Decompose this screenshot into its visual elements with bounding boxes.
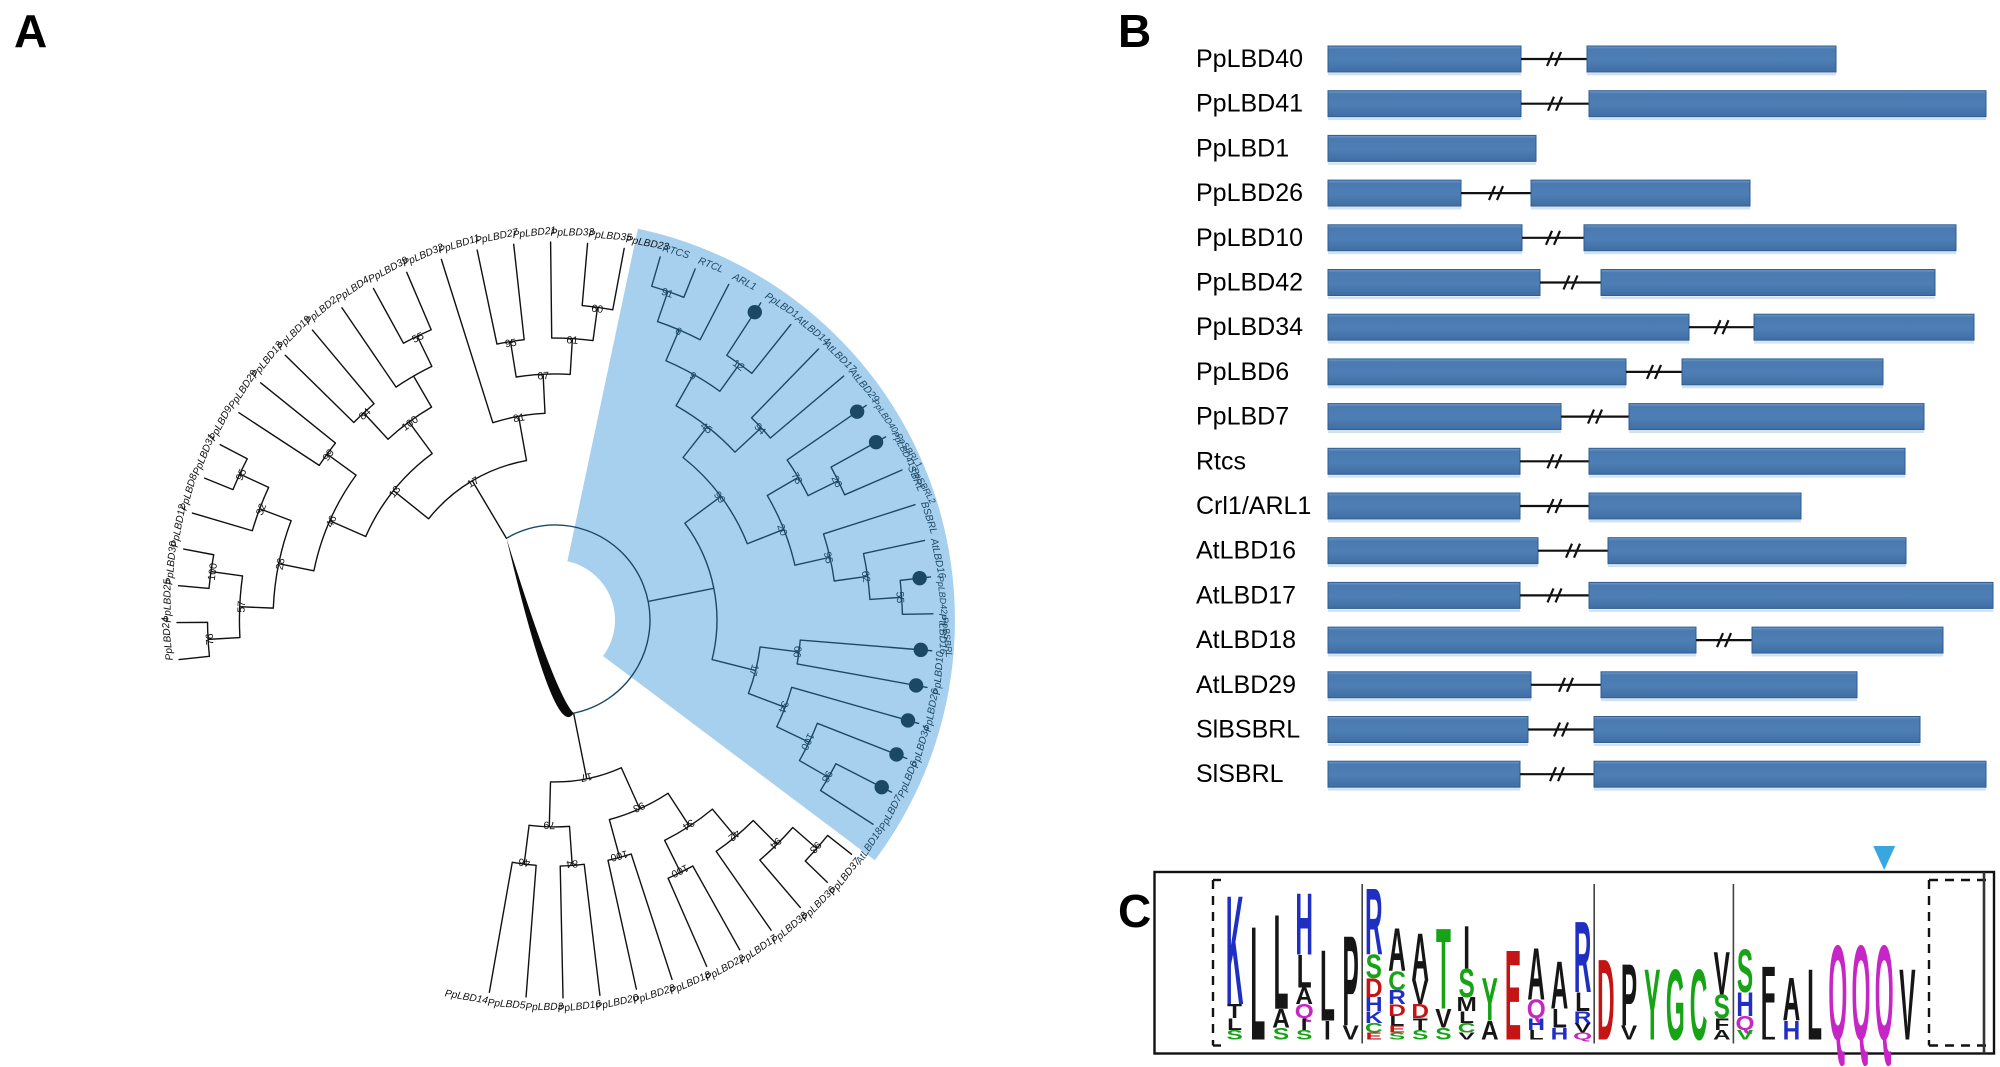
svg-text:D: D bbox=[1597, 936, 1615, 1065]
svg-text:PpLBD9: PpLBD9 bbox=[207, 404, 235, 443]
svg-text:V: V bbox=[1737, 1028, 1754, 1043]
svg-text:S: S bbox=[1273, 1025, 1289, 1044]
svg-text:100: 100 bbox=[206, 562, 220, 581]
svg-text:Y: Y bbox=[1644, 947, 1660, 1061]
svg-text:PpLBD3: PpLBD3 bbox=[525, 1002, 564, 1014]
svg-text:95: 95 bbox=[234, 467, 250, 483]
svg-text:PpLBD5: PpLBD5 bbox=[487, 998, 526, 1012]
svg-text:L: L bbox=[1761, 1019, 1776, 1046]
svg-text:AtLBD29: AtLBD29 bbox=[1196, 671, 1296, 699]
svg-text:46: 46 bbox=[518, 855, 531, 868]
svg-text:93: 93 bbox=[631, 799, 647, 815]
svg-text:S: S bbox=[1296, 1028, 1312, 1043]
svg-text:SlBSBRL: SlBSBRL bbox=[1196, 716, 1300, 744]
svg-text:I: I bbox=[1324, 1016, 1331, 1045]
svg-text:17: 17 bbox=[579, 770, 593, 784]
svg-text:H: H bbox=[1783, 1016, 1801, 1045]
svg-text:66: 66 bbox=[790, 645, 803, 658]
svg-text:76: 76 bbox=[204, 633, 217, 645]
svg-text:PpLBD1: PpLBD1 bbox=[1196, 134, 1289, 162]
svg-text:28: 28 bbox=[274, 557, 288, 571]
svg-text:100: 100 bbox=[609, 847, 629, 863]
svg-text:57: 57 bbox=[235, 601, 247, 613]
svg-text:L: L bbox=[1529, 1028, 1544, 1043]
svg-text:E: E bbox=[1505, 923, 1521, 1067]
svg-text:V: V bbox=[1458, 1030, 1475, 1041]
svg-text:95: 95 bbox=[504, 337, 518, 351]
svg-text:PpLBD10: PpLBD10 bbox=[1196, 224, 1303, 252]
svg-text:PpLBD41: PpLBD41 bbox=[1196, 90, 1303, 118]
svg-text:V: V bbox=[1621, 1021, 1637, 1044]
svg-text:PpLBD7: PpLBD7 bbox=[1196, 403, 1289, 431]
svg-text:S: S bbox=[1412, 1028, 1428, 1043]
svg-text:AtLBD16: AtLBD16 bbox=[1196, 537, 1296, 565]
svg-text:V: V bbox=[1899, 947, 1915, 1061]
svg-text:PpLBD8: PpLBD8 bbox=[179, 472, 200, 512]
svg-text:Q: Q bbox=[1875, 917, 1894, 1067]
svg-text:L: L bbox=[1250, 893, 1265, 1067]
svg-text:Rtcs: Rtcs bbox=[1196, 447, 1246, 475]
svg-text:PpLBD42: PpLBD42 bbox=[1196, 269, 1303, 297]
svg-text:PpLBD14: PpLBD14 bbox=[444, 988, 489, 1006]
svg-text:Crl1/ARL1: Crl1/ARL1 bbox=[1196, 492, 1311, 520]
svg-text:Q: Q bbox=[1828, 917, 1847, 1067]
svg-text:C: C bbox=[1690, 947, 1708, 1061]
svg-text:62: 62 bbox=[859, 570, 873, 583]
svg-text:61: 61 bbox=[566, 334, 579, 347]
svg-text:E: E bbox=[1366, 1030, 1382, 1041]
svg-text:Q: Q bbox=[1573, 1030, 1592, 1041]
svg-text:AtLBD17: AtLBD17 bbox=[1196, 581, 1296, 609]
svg-text:PpLBD40: PpLBD40 bbox=[1196, 45, 1303, 73]
svg-text:S: S bbox=[1226, 1028, 1242, 1043]
svg-text:A: A bbox=[1713, 1028, 1731, 1043]
svg-text:13: 13 bbox=[387, 484, 404, 501]
svg-text:81: 81 bbox=[512, 411, 526, 425]
svg-text:67: 67 bbox=[537, 370, 549, 383]
svg-text:79: 79 bbox=[543, 819, 555, 831]
svg-text:A: A bbox=[1481, 1016, 1499, 1045]
svg-text:V: V bbox=[1342, 1021, 1358, 1044]
svg-text:PpLBD34: PpLBD34 bbox=[1196, 313, 1303, 341]
svg-text:84: 84 bbox=[566, 857, 579, 870]
svg-text:PpLBD6: PpLBD6 bbox=[1196, 358, 1289, 386]
svg-text:Q: Q bbox=[1852, 917, 1871, 1067]
svg-text:55: 55 bbox=[893, 591, 906, 604]
svg-text:46: 46 bbox=[324, 514, 340, 530]
svg-text:L: L bbox=[1807, 947, 1822, 1061]
svg-text:32: 32 bbox=[254, 502, 269, 517]
svg-text:PpLBD26: PpLBD26 bbox=[1196, 179, 1303, 207]
svg-text:PpLBD16: PpLBD16 bbox=[557, 999, 602, 1015]
svg-text:SlSBRL: SlSBRL bbox=[1196, 760, 1284, 788]
svg-text:H: H bbox=[1551, 1025, 1569, 1044]
svg-text:S: S bbox=[1435, 1025, 1451, 1044]
svg-text:PpLBD4: PpLBD4 bbox=[334, 274, 372, 305]
svg-text:PtLBD16: PtLBD16 bbox=[936, 614, 948, 655]
svg-text:G: G bbox=[1666, 947, 1685, 1061]
svg-text:42: 42 bbox=[726, 827, 743, 844]
svg-text:60: 60 bbox=[591, 303, 604, 316]
svg-text:AtLBD18: AtLBD18 bbox=[1196, 626, 1296, 654]
svg-text:S: S bbox=[1389, 1030, 1405, 1041]
svg-text:PpLBD2: PpLBD2 bbox=[303, 295, 339, 328]
